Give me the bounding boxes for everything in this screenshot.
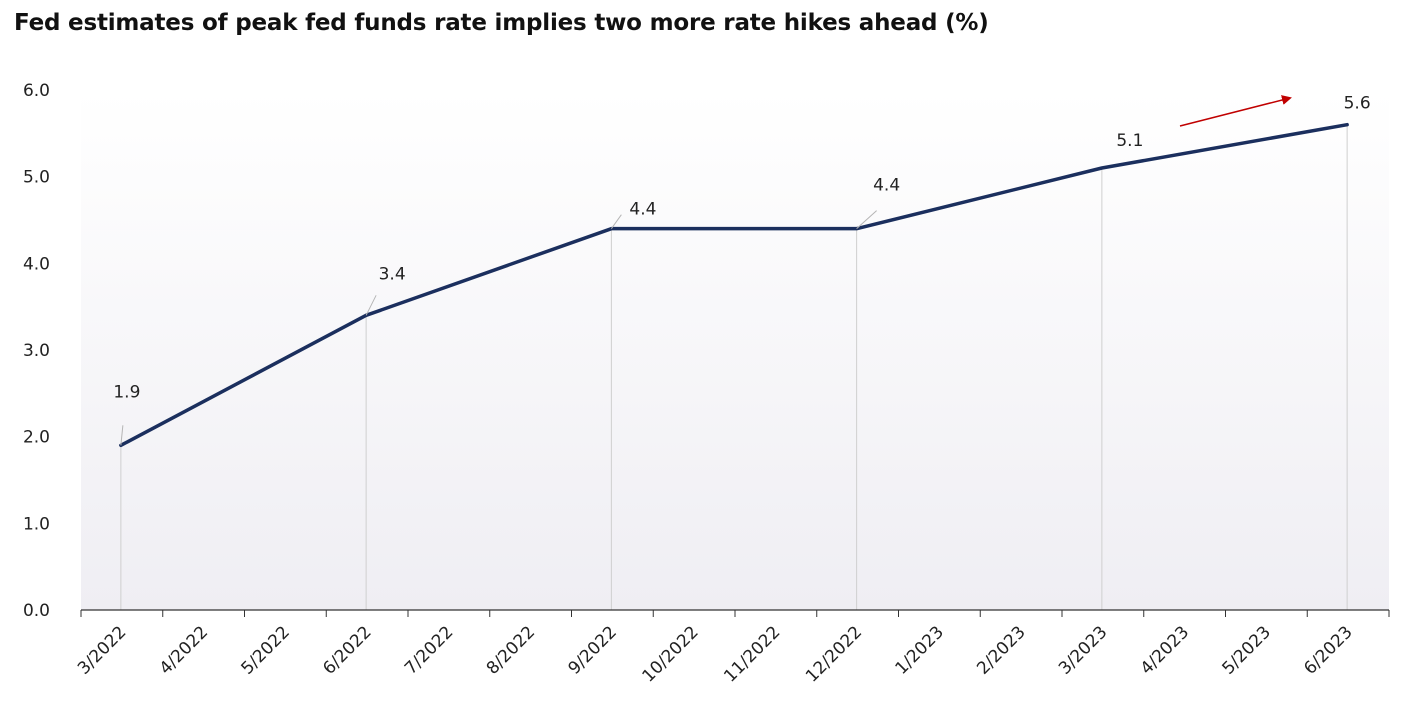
- x-tick-label: 2/2023: [973, 622, 1029, 678]
- y-tick-label: 0.0: [23, 601, 50, 621]
- y-tick-label: 6.0: [23, 81, 50, 101]
- series-line: [119, 122, 1349, 448]
- annotation: [1179, 95, 1292, 127]
- x-tick-label: 3/2023: [1055, 622, 1111, 678]
- x-tick-label: 1/2023: [891, 622, 947, 678]
- y-tick-label: 3.0: [23, 341, 50, 361]
- x-tick-label: 5/2022: [237, 622, 293, 678]
- y-tick-label: 4.0: [23, 254, 50, 274]
- data-label: 5.1: [1116, 131, 1143, 151]
- x-tick-label: 8/2022: [483, 622, 539, 678]
- drop-lines: [120, 124, 1348, 610]
- x-axis-ticks: 3/2022 4/2022 5/2022 6/2022 7/2022 8/2022 9/20…: [74, 622, 1357, 686]
- data-labels: 1.9 3.4 4.4 4.4 5.1 5.6: [113, 94, 1371, 446]
- axes: [80, 609, 1390, 617]
- label-leader-line: [856, 210, 877, 230]
- label-leader-line: [610, 214, 622, 229]
- data-label: 5.6: [1344, 94, 1371, 114]
- data-label: 1.9: [113, 382, 140, 402]
- data-label: 4.4: [873, 176, 900, 196]
- label-leader-line: [120, 425, 124, 446]
- plot-area: [81, 90, 1389, 610]
- data-label: 3.4: [379, 264, 406, 284]
- x-tick-label: 7/2022: [401, 622, 457, 678]
- y-tick-label: 2.0: [23, 428, 50, 448]
- x-tick-label: 3/2022: [74, 622, 130, 678]
- data-label: 4.4: [629, 200, 656, 220]
- x-tick-label: 4/2023: [1137, 622, 1193, 678]
- x-tick-label: 6/2022: [319, 622, 375, 678]
- x-tick-label: 6/2023: [1300, 622, 1356, 678]
- x-tick-label: 10/2022: [639, 622, 703, 686]
- y-tick-label: 1.0: [23, 514, 50, 534]
- x-tick-label: 5/2023: [1218, 622, 1274, 678]
- label-leader-line: [365, 295, 377, 316]
- x-tick-label: 9/2022: [564, 622, 620, 678]
- x-tick-label: 12/2022: [802, 622, 866, 686]
- y-axis-ticks: 0.0 1.0 2.0 3.0 4.0 5.0 6.0: [23, 81, 50, 621]
- x-tick-label: 4/2022: [156, 622, 212, 678]
- y-tick-label: 5.0: [23, 168, 50, 188]
- series-polyline: [119, 122, 1349, 448]
- x-tick-label: 11/2022: [720, 622, 784, 686]
- chart-title: Fed estimates of peak fed funds rate imp…: [14, 10, 989, 36]
- trend-arrow: [1179, 95, 1292, 127]
